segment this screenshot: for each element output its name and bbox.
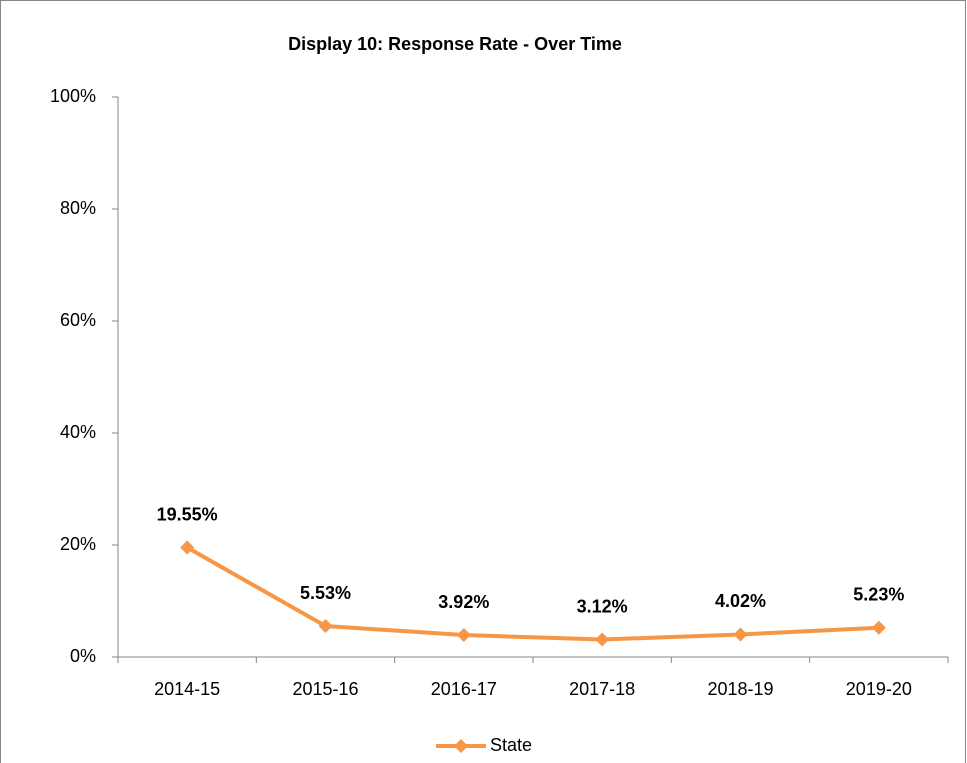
legend-label: State — [490, 735, 532, 755]
legend-marker — [454, 739, 468, 753]
marker — [456, 628, 471, 643]
marker — [595, 632, 610, 647]
marker — [871, 620, 886, 635]
marker — [180, 540, 195, 555]
marker — [318, 619, 333, 634]
data-label: 19.55% — [157, 504, 218, 524]
x-tick-label: 2018-19 — [707, 679, 773, 699]
x-tick-label: 2015-16 — [292, 679, 358, 699]
data-label: 3.92% — [438, 592, 489, 612]
series-line — [186, 545, 879, 642]
x-tick-label: 2019-20 — [846, 679, 912, 699]
marker — [733, 627, 748, 642]
x-tick-label: 2017-18 — [569, 679, 635, 699]
y-tick-label: 20% — [60, 534, 96, 554]
y-tick-label: 100% — [50, 86, 96, 106]
y-tick-label: 60% — [60, 310, 96, 330]
data-label: 3.12% — [577, 596, 628, 616]
y-tick-label: 40% — [60, 422, 96, 442]
x-tick-label: 2016-17 — [431, 679, 497, 699]
data-label: 5.53% — [300, 583, 351, 603]
data-label: 5.23% — [853, 584, 904, 604]
x-tick-label: 2014-15 — [154, 679, 220, 699]
data-label: 4.02% — [715, 591, 766, 611]
y-tick-label: 0% — [70, 646, 96, 666]
y-tick-label: 80% — [60, 198, 96, 218]
chart-title: Display 10: Response Rate - Over Time — [288, 34, 622, 54]
